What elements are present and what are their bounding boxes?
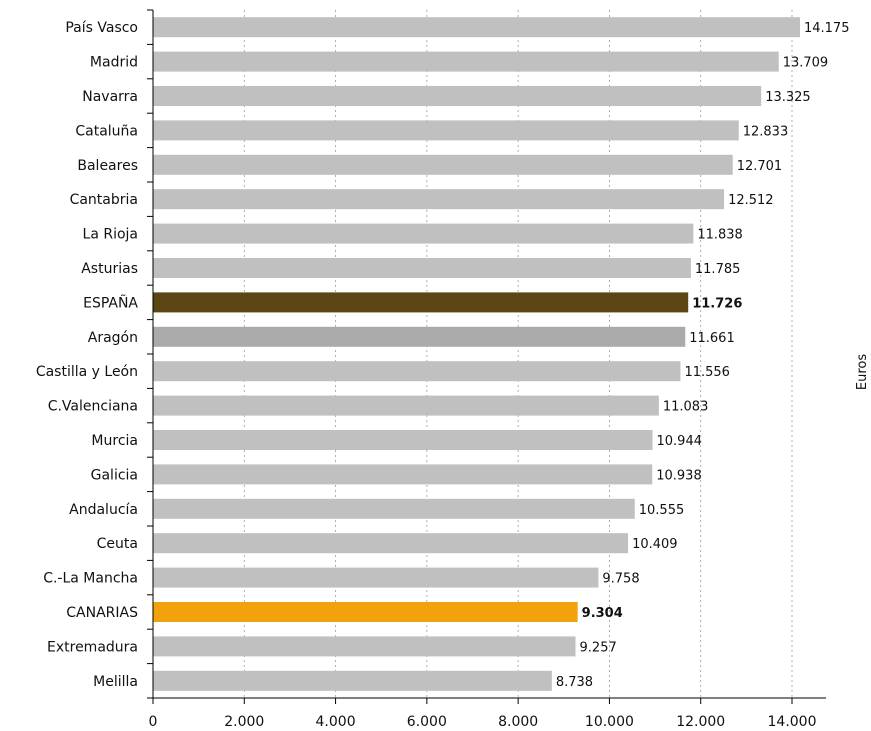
bar (153, 258, 691, 278)
category-label: Castilla y León (36, 364, 138, 380)
value-label: 10.938 (656, 468, 702, 483)
bar (153, 464, 653, 485)
value-label: 12.512 (728, 193, 774, 208)
value-label: 11.661 (689, 331, 735, 346)
x-tick-labels: 0 2.000 4.000 6.000 8.000 10.000 12.000 14.000 (149, 714, 817, 730)
x-tick-label: 2.000 (224, 714, 264, 730)
unit-label: Euros (855, 354, 870, 390)
bar (153, 498, 635, 519)
category-label: Andalucía (69, 502, 138, 518)
bar (153, 395, 659, 416)
bar (153, 17, 800, 38)
category-label: ESPAÑA (83, 294, 138, 311)
value-label: 13.325 (765, 90, 811, 105)
bar (153, 602, 578, 622)
bars (153, 17, 800, 691)
category-label: CANARIAS (66, 605, 138, 621)
value-label: 9.758 (602, 572, 639, 587)
value-label: 10.555 (639, 503, 685, 518)
x-tick-label: 8.000 (498, 714, 538, 730)
value-label: 11.556 (684, 365, 730, 380)
x-tick-label: 6.000 (407, 714, 447, 730)
value-label: 9.304 (582, 606, 623, 621)
x-tick-label: 0 (149, 714, 158, 730)
bar (153, 223, 694, 244)
category-label: Aragón (88, 330, 138, 346)
category-label: C.-La Mancha (43, 571, 138, 587)
bar (153, 326, 686, 347)
bar (153, 636, 576, 657)
value-label: 10.409 (632, 537, 678, 552)
category-label: La Rioja (83, 227, 138, 243)
bar (153, 189, 725, 210)
value-label: 14.175 (804, 21, 850, 36)
value-label: 8.738 (556, 675, 593, 690)
category-label: Cataluña (75, 123, 138, 139)
category-label: Madrid (90, 55, 138, 71)
category-label: Baleares (77, 158, 138, 174)
x-tick-label: 10.000 (585, 714, 634, 730)
bar (153, 567, 599, 588)
bar (153, 670, 552, 691)
axes (147, 9, 826, 704)
bar (153, 51, 779, 72)
value-label: 12.833 (743, 124, 789, 139)
category-label: Asturias (81, 261, 138, 277)
x-tick-label: 14.000 (768, 714, 817, 730)
category-label: Ceuta (97, 536, 138, 552)
x-tick-label: 12.000 (676, 714, 725, 730)
category-label: País Vasco (65, 20, 138, 36)
value-label: 11.785 (695, 262, 741, 277)
category-label: Murcia (91, 433, 138, 449)
category-label: C.Valenciana (48, 399, 138, 415)
bar (153, 361, 681, 382)
bar (153, 86, 762, 106)
value-labels: 14.175 13.709 13.325 12.833 12.701 12.512 11.8… (556, 21, 850, 690)
category-labels: País Vasco Madrid Navarra Cataluña Baleares C… (36, 20, 139, 690)
value-label: 11.083 (663, 400, 709, 415)
bar (153, 292, 689, 313)
bar (153, 533, 629, 554)
value-label: 11.838 (697, 228, 743, 243)
value-label: 10.944 (657, 434, 703, 449)
category-label: Melilla (93, 674, 138, 690)
value-label: 12.701 (737, 159, 783, 174)
value-label: 13.709 (783, 56, 829, 71)
grid-lines (243, 10, 793, 698)
value-label: 11.726 (692, 296, 742, 311)
x-tick-label: 4.000 (316, 714, 356, 730)
category-label: Navarra (82, 89, 138, 105)
bar (153, 120, 739, 141)
category-label: Galicia (91, 467, 138, 483)
value-label: 9.257 (580, 640, 617, 655)
category-label: Extremadura (47, 639, 138, 655)
bar (153, 154, 733, 175)
bar (153, 430, 653, 450)
category-label: Cantabria (70, 192, 138, 208)
